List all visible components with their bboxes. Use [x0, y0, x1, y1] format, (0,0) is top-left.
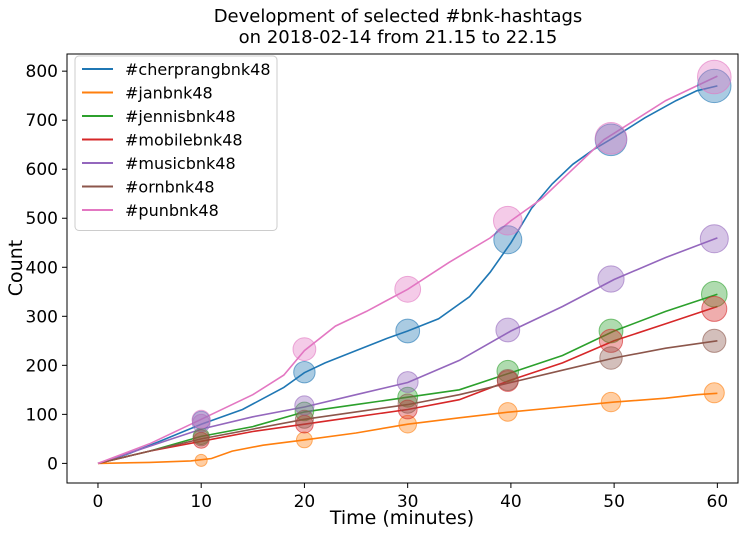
y-tick-label: 400	[26, 258, 58, 278]
series-marker-2-2	[397, 386, 419, 408]
series-marker-3-4	[598, 328, 624, 353]
series-marker-1-5	[703, 382, 725, 404]
series-line-5	[97, 340, 718, 465]
series-marker-6-0	[191, 409, 211, 429]
y-axis: 0 100 200 300 400 500 600 700 800	[26, 62, 67, 474]
series-marker-5-2	[397, 393, 418, 414]
x-tick-label: 50	[603, 492, 625, 512]
series-marker-6-1	[292, 337, 317, 362]
y-tick-label: 500	[26, 209, 58, 229]
y-tick-label: 700	[26, 111, 58, 131]
series-marker-2-4	[598, 318, 624, 344]
series-line-3	[97, 305, 718, 465]
series-line-1	[97, 392, 718, 465]
series-marker-1-0	[194, 453, 208, 467]
y-tick-label: 0	[47, 454, 58, 474]
series-marker-4-3	[495, 317, 521, 343]
legend: #cherprangbnk48 #janbnk48 #jennisbnk48 #mob…	[74, 55, 278, 231]
x-tick-label: 10	[190, 492, 212, 512]
legend-label-5: #ornbnk48	[125, 178, 215, 197]
y-tick-label: 800	[26, 62, 58, 82]
legend-label-4: #musicbnk48	[125, 154, 236, 173]
series-marker-6-3	[493, 205, 523, 236]
series-marker-0-1	[293, 361, 316, 384]
x-tick-label: 0	[93, 492, 104, 512]
legend-label-2: #jennisbnk48	[125, 107, 236, 126]
y-tick-label: 600	[26, 160, 58, 180]
legend-label-6: #punbnk48	[125, 201, 219, 220]
series-marker-4-2	[396, 371, 419, 393]
series-marker-1-1	[296, 431, 313, 449]
series-line-0	[97, 85, 718, 465]
series-marker-6-4	[594, 122, 628, 155]
chart-title-line-1: Development of selected #bnk-hashtags	[214, 6, 583, 27]
y-tick-label: 100	[26, 405, 58, 425]
legend-box	[74, 55, 278, 231]
x-tick-label: 40	[500, 492, 522, 512]
series-marker-1-3	[498, 402, 518, 422]
series-marker-2-5	[701, 280, 728, 308]
series-line-2	[97, 293, 718, 465]
x-axis-label: Time (minutes)	[329, 507, 474, 529]
series-marker-5-0	[192, 429, 210, 447]
x-tick-label: 60	[707, 492, 729, 512]
plot-area	[97, 59, 732, 467]
series-marker-2-1	[294, 401, 315, 422]
y-tick-label: 300	[26, 307, 58, 327]
x-tick-label: 20	[294, 492, 316, 512]
x-axis: 0 10 20 30 40 50 60	[93, 483, 729, 512]
series-marker-2-3	[496, 359, 520, 383]
series-line-6	[97, 75, 718, 465]
series-marker-5-4	[599, 346, 623, 370]
legend-label-1: #janbnk48	[125, 84, 213, 103]
series-marker-5-5	[702, 328, 727, 353]
y-tick-label: 200	[26, 356, 58, 376]
series-marker-1-4	[600, 391, 622, 413]
chart-title-line-2: on 2018-02-14 from 21.15 to 22.15	[239, 27, 558, 48]
series-marker-4-4	[597, 265, 625, 293]
legend-label-3: #mobilebnk48	[125, 131, 243, 150]
series-marker-4-5	[699, 224, 729, 254]
series-marker-6-2	[394, 275, 422, 303]
series-marker-0-2	[395, 318, 421, 344]
series-marker-3-2	[397, 399, 418, 420]
series-marker-6-5	[697, 59, 732, 95]
series-marker-4-1	[294, 395, 315, 416]
series-marker-1-2	[398, 414, 418, 434]
plot-frame	[66, 53, 739, 484]
series-marker-5-3	[496, 369, 519, 391]
series-marker-5-1	[294, 409, 314, 429]
y-axis-label: Count	[5, 240, 27, 296]
series-marker-0-5	[697, 68, 732, 104]
series-marker-3-5	[701, 295, 728, 322]
x-tick-label: 30	[397, 492, 419, 512]
legend-label-0: #cherprangbnk48	[125, 60, 271, 79]
